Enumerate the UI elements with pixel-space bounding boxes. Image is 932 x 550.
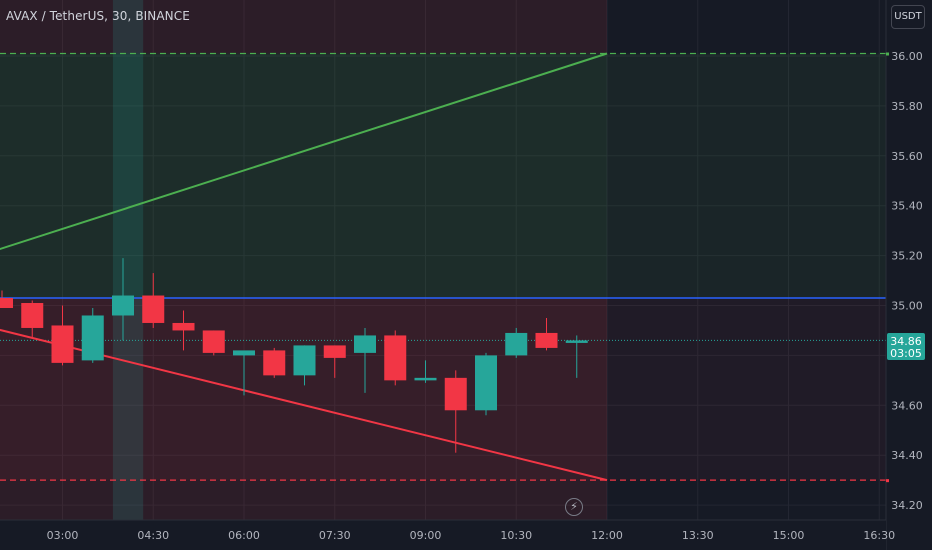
time-tick-label: 07:30 xyxy=(319,529,351,542)
lower-shade xyxy=(0,480,607,520)
candle[interactable] xyxy=(535,317,558,351)
price-tick-label: 35.00 xyxy=(891,300,923,313)
bar-countdown: 03:05 xyxy=(890,347,922,360)
symbol-title[interactable]: AVAX / TetherUS, 30, BINANCE xyxy=(6,9,190,23)
candles[interactable] xyxy=(0,258,588,453)
candle-body xyxy=(263,350,286,376)
last-price-badge: 34.86 03:05 xyxy=(887,333,925,360)
target-axis-marker xyxy=(886,52,889,56)
trendline-lower[interactable] xyxy=(0,323,608,482)
time-tick-label: 13:30 xyxy=(682,529,714,542)
price-axis-bg xyxy=(886,0,932,550)
price-tick-label: 34.60 xyxy=(891,399,923,412)
candle-body xyxy=(565,340,588,343)
lightning-icon[interactable]: ⚡ xyxy=(565,498,583,516)
time-tick-label: 06:00 xyxy=(228,529,260,542)
candle-body xyxy=(51,325,74,363)
time-tick-label: 03:00 xyxy=(47,529,79,542)
candle[interactable] xyxy=(172,310,195,351)
time-tick-label: 16:30 xyxy=(863,529,895,542)
candle-body xyxy=(535,332,558,348)
price-tick-label: 35.20 xyxy=(891,250,923,263)
time-tick-label: 12:00 xyxy=(591,529,623,542)
price-axis[interactable]: 36.0035.8035.6035.4035.2035.0034.8034.60… xyxy=(885,0,932,550)
stop-axis-marker xyxy=(886,479,889,483)
trendline-upper[interactable] xyxy=(0,52,608,259)
candle-body xyxy=(233,350,255,356)
time-tick-label: 09:00 xyxy=(410,529,442,542)
candle[interactable] xyxy=(414,360,437,383)
candle[interactable] xyxy=(51,305,74,366)
candle[interactable] xyxy=(475,352,497,416)
currency-button[interactable]: USDT xyxy=(891,5,925,29)
candle[interactable] xyxy=(384,330,407,386)
price-tick-label: 35.80 xyxy=(891,100,923,113)
candle[interactable] xyxy=(202,330,225,356)
candle-body xyxy=(505,332,528,356)
candle[interactable] xyxy=(81,307,104,363)
last-price-value: 34.86 xyxy=(890,335,922,348)
candle[interactable] xyxy=(21,300,44,338)
time-axis-bg xyxy=(0,520,886,550)
candle-body xyxy=(475,355,497,411)
candle-body xyxy=(414,377,437,381)
time-axis[interactable]: 03:00 04:30 06:00 07:30 09:00 10:30 12:00 13:30… xyxy=(0,519,895,550)
last-price-badge-bg xyxy=(887,333,925,360)
candle[interactable] xyxy=(323,345,346,378)
candle[interactable] xyxy=(142,273,165,328)
candle[interactable] xyxy=(112,258,134,341)
candle-body xyxy=(293,345,316,376)
candle[interactable] xyxy=(0,290,13,308)
candle-body xyxy=(354,335,376,353)
candle-body xyxy=(142,295,165,323)
price-tick-label: 34.40 xyxy=(891,449,923,462)
highlight-column xyxy=(112,0,144,520)
profit-zone-extended xyxy=(607,53,886,299)
upper-shade xyxy=(0,0,607,54)
price-tick-label: 35.40 xyxy=(891,200,923,213)
candle-body xyxy=(21,303,44,328)
trendlines xyxy=(0,52,608,482)
loss-zone-extended xyxy=(607,298,886,481)
candle-body xyxy=(384,335,407,381)
candle[interactable] xyxy=(505,327,528,358)
price-tick-label: 36.00 xyxy=(891,50,923,63)
candle[interactable] xyxy=(263,347,286,378)
candle-body xyxy=(0,298,13,308)
candle-body xyxy=(444,377,467,411)
candle-body xyxy=(172,322,195,331)
candle-body xyxy=(81,315,104,361)
candle-body xyxy=(112,295,134,316)
candle[interactable] xyxy=(233,350,255,396)
candle[interactable] xyxy=(444,370,467,453)
price-tick-label: 34.20 xyxy=(891,499,923,512)
profit-zone xyxy=(0,53,607,299)
candle-body xyxy=(202,330,225,353)
price-tick-label: 35.60 xyxy=(891,150,923,163)
time-tick-label: 04:30 xyxy=(137,529,169,542)
candle[interactable] xyxy=(354,327,376,393)
candle[interactable] xyxy=(565,335,588,378)
candle[interactable] xyxy=(293,345,316,386)
time-tick-label: 10:30 xyxy=(500,529,532,542)
position-zones xyxy=(0,0,886,520)
candle-body xyxy=(323,345,346,358)
time-tick-label: 15:00 xyxy=(773,529,805,542)
